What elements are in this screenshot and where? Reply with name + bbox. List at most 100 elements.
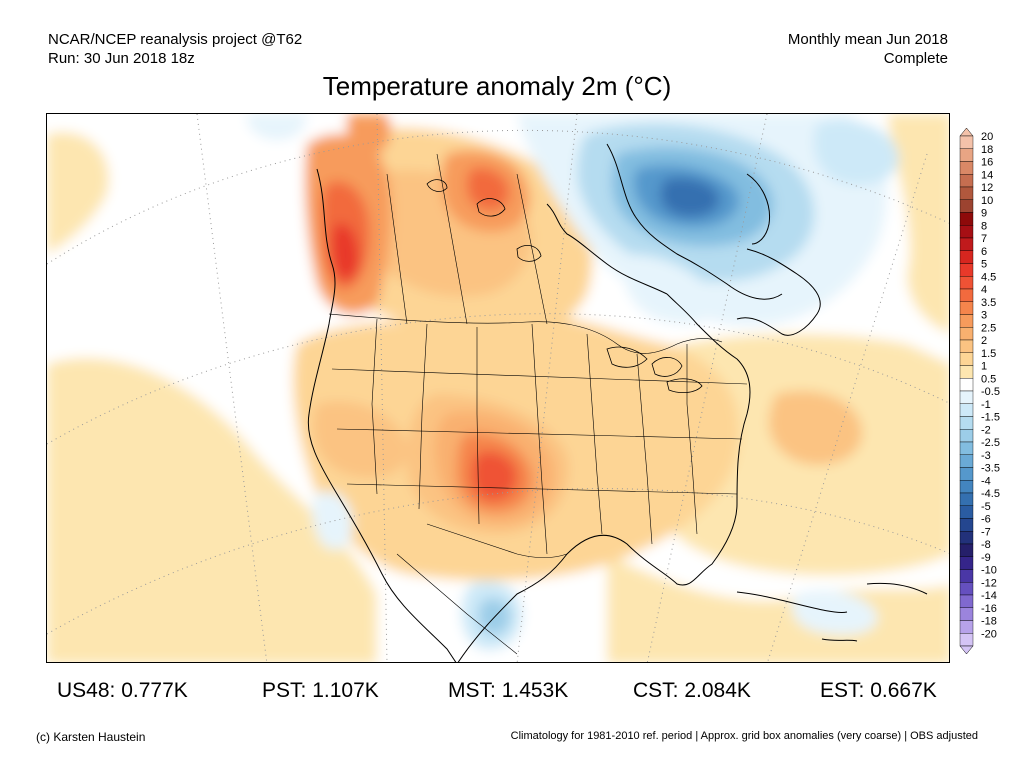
legend-arrow-bottom (959, 645, 974, 654)
legend-label: 14 (981, 169, 993, 181)
anomaly-map (46, 113, 950, 663)
stat-mst: MST: 1.453K (448, 679, 569, 702)
legend-label: 3 (981, 310, 987, 322)
dataset-label: NCAR/NCEP reanalysis project @T62 (48, 31, 303, 48)
legend-swatch (959, 620, 974, 634)
legend-swatch (959, 148, 974, 162)
legend-label: -16 (981, 603, 997, 615)
legend-label: -5 (981, 501, 991, 513)
legend-label: -3.5 (981, 463, 1000, 475)
map-title: Temperature anomaly 2m (°C) (322, 71, 672, 101)
legend-label: 4.5 (981, 271, 996, 283)
legend-label: 2 (981, 335, 987, 347)
legend-label: -10 (981, 565, 997, 577)
legend-label: 5 (981, 259, 987, 271)
legend-label: -2.5 (981, 437, 1000, 449)
legend-swatch (959, 365, 974, 379)
stat-us48: US48: 0.777K (57, 679, 188, 702)
legend-label: -3 (981, 450, 991, 462)
legend-swatch (959, 225, 974, 239)
map-canvas (47, 114, 949, 662)
legend-swatch (959, 174, 974, 188)
legend-swatch (959, 454, 974, 468)
legend-swatch (959, 531, 974, 545)
legend-label: -20 (981, 628, 997, 640)
legend-swatch (959, 250, 974, 264)
legend-swatch (959, 429, 974, 443)
graticule (47, 114, 949, 662)
legend-label: -14 (981, 590, 997, 602)
period-info: Monthly mean Jun 2018 Complete (788, 30, 948, 68)
legend-arrow-top (959, 128, 974, 137)
legend-swatch (959, 237, 974, 251)
stat-pst: PST: 1.107K (262, 679, 379, 702)
legend-label: 0.5 (981, 373, 996, 385)
legend-label: -6 (981, 514, 991, 526)
legend-label: 8 (981, 220, 987, 232)
legend-swatch (959, 607, 974, 621)
legend-label: -0.5 (981, 386, 1000, 398)
run-info: NCAR/NCEP reanalysis project @T62 Run: 3… (48, 30, 302, 68)
footnote: Climatology for 1981-2010 ref. period | … (510, 730, 978, 742)
legend-label: -7 (981, 526, 991, 538)
legend-swatch (959, 505, 974, 519)
stat-est: EST: 0.667K (820, 679, 937, 702)
legend-label: 9 (981, 208, 987, 220)
legend-label: -18 (981, 616, 997, 628)
regional-stats: US48: 0.777K PST: 1.107K MST: 1.453K CST… (0, 679, 1024, 705)
legend-label: 20 (981, 131, 993, 143)
legend-swatch (959, 378, 974, 392)
legend-swatch (959, 314, 974, 328)
legend-swatch (959, 403, 974, 417)
legend-swatch (959, 327, 974, 341)
lakes (426, 179, 703, 394)
legend-swatch (959, 288, 974, 302)
legend-label: 10 (981, 195, 993, 207)
legend-swatch (959, 518, 974, 532)
legend-swatch (959, 199, 974, 213)
legend-swatch (959, 582, 974, 596)
run-time-label: Run: 30 Jun 2018 18z (48, 50, 195, 67)
legend-swatch (959, 352, 974, 366)
legend-swatch (959, 416, 974, 430)
legend-label: -1.5 (981, 412, 1000, 424)
legend-swatch (959, 276, 974, 290)
legend-swatch (959, 212, 974, 226)
stat-cst: CST: 2.084K (633, 679, 751, 702)
legend-label: 12 (981, 182, 993, 194)
legend-label: 2.5 (981, 322, 996, 334)
legend-swatch (959, 339, 974, 353)
credit-label: (c) Karsten Haustein (36, 730, 146, 744)
legend-label: 7 (981, 233, 987, 245)
legend-label: -12 (981, 577, 997, 589)
legend-swatch (959, 186, 974, 200)
period-label: Monthly mean Jun 2018 (787, 31, 948, 48)
legend-label: -4.5 (981, 488, 1000, 500)
legend-swatch (959, 543, 974, 557)
legend-swatch (959, 594, 974, 608)
color-legend: 201816141210987654.543.532.521.510.5-0.5… (959, 128, 1000, 654)
legend-swatch (959, 467, 974, 481)
legend-swatch (959, 633, 974, 647)
legend-swatch (959, 135, 974, 149)
legend-label: 4 (981, 284, 987, 296)
legend-label: -8 (981, 539, 991, 551)
legend-label: -9 (981, 552, 991, 564)
anomaly-field (47, 114, 949, 662)
legend-swatch (959, 569, 974, 583)
legend-swatch (959, 441, 974, 455)
political-borders (328, 153, 748, 655)
legend-swatch (959, 556, 974, 570)
legend-label: 18 (981, 144, 993, 156)
legend-label: 6 (981, 246, 987, 258)
legend-label: 1.5 (981, 348, 996, 360)
legend-swatch (959, 263, 974, 277)
coastlines (307, 143, 928, 662)
legend-label: 16 (981, 157, 993, 169)
completeness-label: Complete (883, 50, 948, 67)
legend-swatch (959, 480, 974, 494)
legend-label: -4 (981, 475, 991, 487)
legend-label: 1 (981, 361, 987, 373)
legend-label: -2 (981, 424, 991, 436)
legend-swatch (959, 301, 974, 315)
